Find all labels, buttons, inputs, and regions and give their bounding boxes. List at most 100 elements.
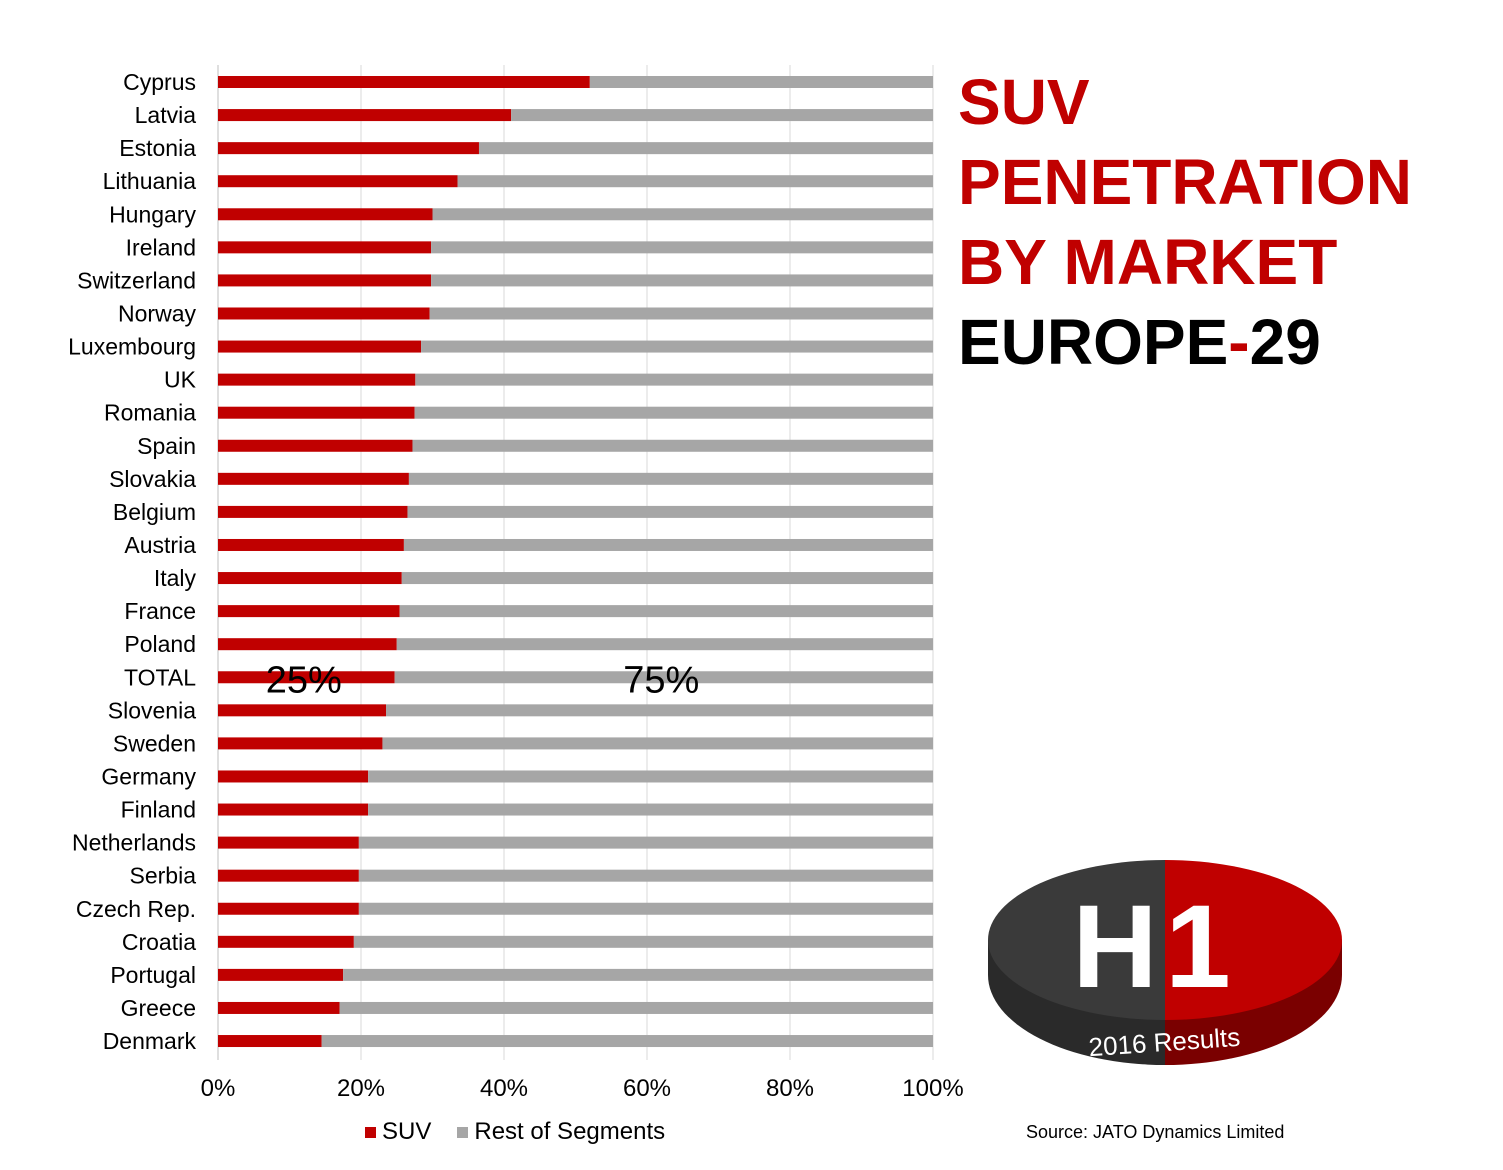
bar-suv [218, 737, 383, 750]
bar-rest-of-segments [358, 902, 934, 915]
bar-suv [218, 704, 387, 717]
legend-label-suv: SUV [382, 1118, 432, 1145]
bar-suv [218, 406, 415, 419]
bar-suv [218, 472, 409, 485]
category-label: Netherlands [72, 830, 196, 856]
category-label: Greece [121, 995, 196, 1021]
bar-suv [218, 869, 359, 882]
category-label: Switzerland [77, 267, 196, 293]
annotation-label: 25% [266, 659, 342, 701]
category-label: Luxembourg [68, 334, 196, 360]
bar-rest-of-segments [511, 109, 933, 122]
bar-suv [218, 836, 359, 849]
bar-suv [218, 605, 400, 618]
bar-rest-of-segments [394, 671, 934, 684]
bar-suv [218, 1001, 340, 1014]
bar-rest-of-segments [358, 869, 934, 882]
x-tick-label: 80% [766, 1075, 814, 1102]
bar-suv [218, 439, 413, 452]
bar-suv [218, 1035, 322, 1048]
bar-suv [218, 803, 369, 816]
bar-rest-of-segments [478, 142, 933, 155]
bar-rest-of-segments [353, 935, 934, 948]
source-note: Source: JATO Dynamics Limited [1026, 1122, 1285, 1142]
bar-suv [218, 968, 344, 981]
bar-suv [218, 538, 404, 551]
category-label: Romania [104, 400, 196, 426]
category-label: Denmark [103, 1028, 197, 1054]
bar-rest-of-segments [339, 1001, 933, 1014]
category-labels: Cyprus Latvia Estonia Lithuania Hungary Irela… [68, 69, 197, 1054]
bar-rest-of-segments [401, 572, 933, 585]
bar-rest-of-segments [368, 803, 933, 816]
bar-rest-of-segments [457, 175, 933, 188]
bar-rest-of-segments [368, 770, 933, 783]
bar-rest-of-segments [421, 340, 933, 353]
bar-rest-of-segments [343, 968, 933, 981]
bar-suv [218, 505, 408, 518]
bar-rest-of-segments [358, 836, 934, 849]
bar-rest-of-segments [432, 208, 933, 221]
category-label: Norway [118, 300, 196, 326]
title-dash: - [1228, 306, 1250, 378]
bar-rest-of-segments [431, 241, 933, 254]
bars [218, 76, 934, 1048]
legend-item-suv: SUV [365, 1118, 431, 1146]
category-label: TOTAL [124, 664, 196, 690]
bar-suv [218, 175, 458, 188]
bar-suv [218, 76, 590, 88]
title-number: 29 [1249, 306, 1321, 378]
bar-rest-of-segments [396, 638, 933, 651]
legend-swatch-rest [457, 1126, 469, 1138]
bar-rest-of-segments [321, 1035, 933, 1048]
legend-label-rest: Rest of Segments [474, 1118, 666, 1145]
bar-suv [218, 142, 479, 155]
category-label: Portugal [110, 962, 196, 988]
category-label: Latvia [135, 102, 197, 128]
category-label: Ireland [126, 234, 196, 260]
chart-title: SUV PENETRATION BY MARKET EUROPE-29 [958, 62, 1412, 382]
bar-rest-of-segments [399, 605, 933, 618]
category-label: UK [164, 367, 197, 393]
category-label: Lithuania [103, 168, 197, 194]
category-label: Slovakia [109, 466, 196, 492]
h1-badge-logo: H 1 2016 Results [988, 860, 1342, 1065]
bar-rest-of-segments [403, 538, 933, 551]
legend-swatch-suv [365, 1126, 376, 1138]
x-tick-label: 20% [337, 1075, 385, 1102]
title-europe: EUROPE [958, 306, 1229, 378]
bar-rest-of-segments [386, 704, 933, 717]
x-tick-label: 60% [623, 1075, 671, 1102]
category-label: Germany [101, 763, 196, 789]
bar-suv [218, 373, 416, 386]
title-line-1: SUV [958, 66, 1090, 138]
bar-rest-of-segments [415, 373, 934, 386]
x-tick-labels: 0% 20% 40% 60% 80% 100% [201, 1075, 964, 1102]
bar-rest-of-segments [414, 406, 933, 419]
title-line-2: PENETRATION [958, 146, 1412, 218]
category-label: France [124, 598, 196, 624]
category-label: Belgium [113, 499, 196, 525]
category-label: Estonia [119, 135, 196, 161]
bar-suv [218, 572, 402, 585]
bar-rest-of-segments [407, 505, 934, 518]
bar-suv [218, 935, 354, 948]
x-tick-label: 100% [902, 1075, 963, 1102]
category-label: Spain [137, 433, 196, 459]
x-tick-label: 40% [480, 1075, 528, 1102]
annotation-label: 75% [623, 659, 699, 701]
bar-rest-of-segments [429, 307, 933, 320]
category-label: Croatia [122, 929, 196, 955]
title-line-4: EUROPE-29 [958, 302, 1412, 382]
bar-suv [218, 902, 359, 915]
category-label: Serbia [130, 863, 197, 889]
grid-lines [217, 65, 934, 1060]
category-label: Austria [124, 532, 196, 558]
bar-suv [218, 638, 397, 651]
bar-suv [218, 109, 512, 122]
legend: SUV Rest of Segments [365, 1118, 691, 1146]
bar-suv [218, 770, 369, 783]
category-label: Poland [124, 631, 196, 657]
category-label: Hungary [109, 201, 196, 227]
